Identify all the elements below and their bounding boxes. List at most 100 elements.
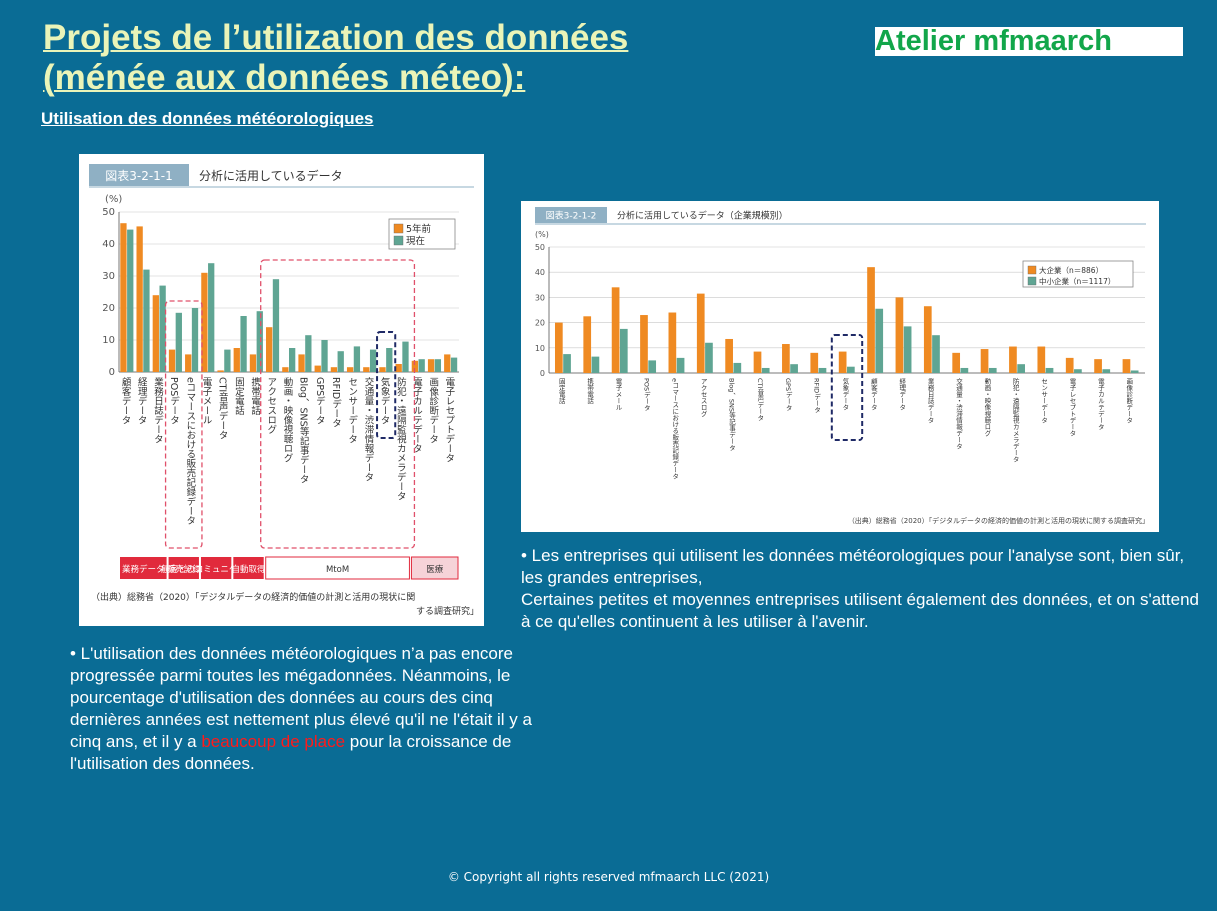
category-label: GPSデータ <box>784 378 792 411</box>
y-tick-label: 50 <box>102 207 115 218</box>
weather-data-highlight <box>830 334 864 441</box>
bar-series-1 <box>1122 359 1131 373</box>
category-label: アクセスログ <box>699 378 707 418</box>
bar-series-2 <box>761 367 770 373</box>
group-cell <box>410 556 459 580</box>
left-commentary-end: pour la croissance de l'utilisation des … <box>70 732 512 773</box>
y-tick-label: 10 <box>535 344 545 353</box>
bar-series-1 <box>583 316 592 373</box>
bar-series-2 <box>369 349 377 372</box>
bar-series-1 <box>923 306 932 373</box>
group-cell <box>120 557 167 579</box>
bar-series-1 <box>314 365 321 372</box>
bar-series-1 <box>136 226 143 372</box>
category-label: 動画・映像視聴ログ <box>983 377 991 437</box>
y-tick-label: 10 <box>102 335 115 346</box>
bar-series-1 <box>1094 359 1102 373</box>
category-label: センサーデータ <box>1040 378 1048 424</box>
bar-series-2 <box>847 366 855 373</box>
slide-title: Projets de l’utilization des données (mé… <box>43 18 628 98</box>
bar-series-1 <box>611 287 620 373</box>
group-label: 顧客とのコミュニケーション <box>161 564 271 575</box>
bar-series-1 <box>411 360 419 372</box>
bar-series-1 <box>696 293 705 373</box>
right-commentary-line-1: • Les entreprises qui utilisent les donn… <box>521 546 1185 587</box>
bar-series-2 <box>143 269 150 372</box>
category-label: POSデータ <box>642 378 650 411</box>
bar-series-2 <box>191 308 199 372</box>
bar-series-2 <box>450 357 458 372</box>
group-cell <box>168 557 199 579</box>
bar-series-2 <box>648 360 657 373</box>
category-label: 電子カルテデータ <box>1096 378 1104 431</box>
legend-label: 現在 <box>406 235 425 247</box>
bar-series-1 <box>554 322 563 373</box>
y-tick-label: 20 <box>102 303 115 314</box>
right-commentary-line-2: Certaines petites et moyennes entreprise… <box>521 590 1199 631</box>
category-label: 顧客データ <box>869 377 877 411</box>
legend-swatch <box>393 235 404 246</box>
bar-series-2 <box>818 367 827 373</box>
category-label: 電子メール <box>201 377 213 425</box>
bar-series-1 <box>282 367 289 372</box>
category-label: 交通量・渋滞情報データ <box>362 376 374 481</box>
section-subtitle: Utilisation des données météorologiques <box>41 109 374 128</box>
legend-label: 中小企業（n＝1117） <box>1039 276 1115 286</box>
category-label: 電子カルテデータ <box>411 377 423 453</box>
chart-title: 分析に活用しているデータ（企業規模別） <box>617 210 788 222</box>
bar-series-2 <box>619 328 628 373</box>
bar-series-2 <box>240 316 247 372</box>
bar-series-1 <box>168 349 176 372</box>
bar-series-2 <box>676 357 685 373</box>
bar-series-2 <box>289 348 296 372</box>
left-commentary-highlight: beaucoup de place <box>201 732 346 751</box>
bar-series-2 <box>321 340 328 372</box>
y-axis-unit: (%) <box>105 194 122 205</box>
category-label: 動画・映像視聴ログ <box>282 377 294 463</box>
bar-series-1 <box>895 297 904 373</box>
right-commentary: • Les entreprises qui utilisent les donn… <box>521 545 1201 633</box>
bar-series-1 <box>217 370 224 372</box>
bar-series-1 <box>298 354 305 372</box>
bar-series-2 <box>960 367 969 373</box>
bar-series-2 <box>337 351 344 372</box>
bar-series-2 <box>1130 370 1139 373</box>
category-label: 経理データ <box>136 376 148 424</box>
bar-series-1 <box>640 315 648 373</box>
slide-title-line-2: (ménée aux données méteo): <box>43 58 526 97</box>
bar-series-2 <box>175 312 182 372</box>
category-label: 気象データ <box>379 376 391 424</box>
brand-logo: Atelier mfmaarch <box>875 27 1183 56</box>
bar-series-1 <box>379 367 386 372</box>
category-label: 防犯・遠隔監視カメラデータ <box>395 376 407 500</box>
bar-series-2 <box>932 335 940 373</box>
chart-panel-left: 図表3-2-1-1 分析に活用しているデータ (%) 0 10 20 30 40 50 顧客データ… <box>79 154 484 626</box>
bar-series-2 <box>1074 369 1082 373</box>
y-tick-label: 30 <box>535 293 545 302</box>
slide-title-line-1: Projets de l’utilization des données <box>43 18 629 57</box>
chart-data-by-company-size: 図表3-2-1-2 分析に活用しているデータ（企業規模別） (%) 0 10 20 30 40… <box>535 207 1149 525</box>
legend-swatch <box>1027 276 1037 286</box>
legend-label: 大企業（n＝886） <box>1039 265 1103 275</box>
bar-series-2 <box>875 308 884 373</box>
category-label: RFIDデータ <box>330 377 342 428</box>
group-cell <box>265 556 410 580</box>
legend-label: 5年前 <box>406 223 431 235</box>
chart-title: 分析に活用しているデータ <box>199 168 343 183</box>
bar-series-2 <box>591 356 600 373</box>
category-label: CTI音声データ <box>756 378 764 421</box>
category-label: センサーデータ <box>346 377 358 444</box>
bar-series-2 <box>705 342 713 373</box>
bar-series-1 <box>346 367 354 372</box>
weather-data-highlight <box>376 331 397 439</box>
source-note-line-2: する調査研究」 <box>416 605 479 617</box>
bar-series-1 <box>1065 357 1074 373</box>
bar-series-1 <box>668 312 677 373</box>
figure-label-box <box>535 207 607 223</box>
bar-series-2 <box>988 367 997 373</box>
category-label: RFIDデータ <box>813 378 821 413</box>
y-tick-label: 40 <box>102 239 115 250</box>
bar-series-1 <box>201 272 208 372</box>
bar-series-1 <box>952 352 961 373</box>
category-label: eコマースにおける販売記録データ <box>671 378 679 480</box>
